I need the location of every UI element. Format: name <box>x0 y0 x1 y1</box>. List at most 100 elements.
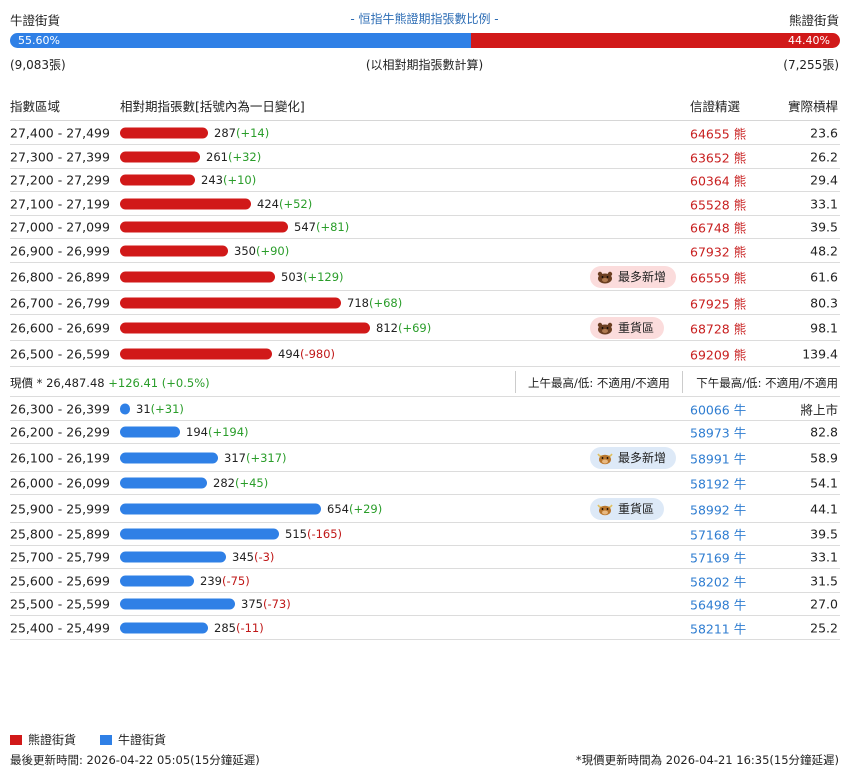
quantity-value: 424(+52) <box>257 196 313 211</box>
bull-outstanding-label: 牛證街貨 <box>10 13 61 28</box>
effective-leverage: 33.1 <box>810 196 838 211</box>
index-range: 27,400 - 27,499 <box>10 125 110 140</box>
daily-change: (+81) <box>315 220 350 234</box>
warrant-code-link[interactable]: 58202 牛 <box>690 574 747 589</box>
daily-change: (-3) <box>253 550 275 564</box>
warrant-code-link[interactable]: 57168 牛 <box>690 527 747 543</box>
header-contracts: 相對期指張數[括號內為一日變化] <box>120 99 305 114</box>
daily-change: (+31) <box>150 401 184 416</box>
quantity-value: 282(+45) <box>213 476 269 490</box>
bull-quantity-bar <box>120 598 235 610</box>
bull-quantity-bar <box>120 528 279 540</box>
header-divider <box>10 120 840 121</box>
bull-table-row: 25,400 - 25,499 285(-11) 58211 牛 25.2 <box>10 616 840 640</box>
warrant-code-link[interactable]: 66559 熊 <box>690 270 747 285</box>
quantity-value: 718(+68) <box>347 295 403 310</box>
warrant-code-link[interactable]: 58211 牛 <box>690 621 747 636</box>
daily-change: (-980) <box>299 346 336 361</box>
bear-icon <box>597 271 613 283</box>
bear-table-row: 26,900 - 26,999 350(+90) 67932 熊 48.2 <box>10 239 840 263</box>
bear-outstanding-label: 熊證街貨 <box>788 13 839 28</box>
daily-change: (+129) <box>302 269 344 284</box>
warrant-code-link[interactable]: 63652 熊 <box>690 150 747 165</box>
daily-change: (-11) <box>235 620 264 635</box>
index-range: 27,200 - 27,299 <box>10 172 110 188</box>
warrant-code-link[interactable]: 60066 牛 <box>690 402 747 417</box>
quantity-value: 194(+194) <box>186 425 249 439</box>
page-title[interactable]: - 恒指牛熊證期指張數比例 - <box>350 12 499 26</box>
bull-legend-label: 牛證街貨 <box>118 733 167 747</box>
warrant-code-link[interactable]: 66748 熊 <box>690 220 747 236</box>
calc-note: (以相對期指張數計算) <box>365 58 484 72</box>
effective-leverage: 139.4 <box>802 346 838 361</box>
effective-leverage: 將上市 <box>800 402 838 417</box>
warrant-code-link[interactable]: 57169 牛 <box>690 550 747 566</box>
bear-table-row: 26,600 - 26,699 812(+69) 重貨區 68728 熊 98.1 <box>10 315 840 341</box>
bear-table-row: 26,700 - 26,799 718(+68) 67925 熊 80.3 <box>10 291 840 315</box>
bull-legend-swatch <box>100 734 113 745</box>
warrant-code-link[interactable]: 68728 熊 <box>690 321 747 336</box>
effective-leverage: 48.2 <box>810 243 838 258</box>
bull-highlight-badge[interactable]: 最多新增 <box>590 446 677 469</box>
divider <box>515 371 516 393</box>
bear-highlight-badge[interactable]: 重貨區 <box>590 316 665 339</box>
quantity-value: 261(+32) <box>206 149 262 164</box>
warrant-code-link[interactable]: 65528 熊 <box>690 197 747 212</box>
warrant-code-link[interactable]: 58991 牛 <box>690 451 747 466</box>
bull-icon <box>597 453 613 464</box>
divider <box>682 371 683 393</box>
bull-table-row: 26,000 - 26,099 282(+45) 58192 牛 54.1 <box>10 472 840 495</box>
daily-change: (+32) <box>227 149 262 164</box>
effective-leverage: 80.3 <box>810 295 838 310</box>
bear-ratio-segment: 44.40% <box>471 33 840 48</box>
index-range: 26,000 - 26,099 <box>10 475 110 491</box>
warrant-code-link[interactable]: 69209 熊 <box>690 347 747 362</box>
warrant-code-link[interactable]: 58973 牛 <box>690 425 747 441</box>
quantity-value: 503(+129) <box>281 269 344 284</box>
warrant-code-link[interactable]: 56498 牛 <box>690 597 747 613</box>
warrant-code-link[interactable]: 67932 熊 <box>690 244 747 259</box>
index-range: 26,700 - 26,799 <box>10 295 110 310</box>
header-pick: 信證精選 <box>690 99 741 114</box>
warrant-code-link[interactable]: 64655 熊 <box>690 126 747 141</box>
warrant-code-link[interactable]: 58992 牛 <box>690 502 747 517</box>
effective-leverage: 58.9 <box>810 450 838 465</box>
effective-leverage: 61.6 <box>810 269 838 284</box>
quantity-value: 243(+10) <box>201 173 257 187</box>
quantity-value: 812(+69) <box>376 320 432 335</box>
effective-leverage: 39.5 <box>810 526 838 542</box>
quantity-value: 239(-75) <box>200 573 250 588</box>
header-range: 指數區域 <box>10 99 61 114</box>
bull-table-row: 25,500 - 25,599 375(-73) 56498 牛 27.0 <box>10 593 840 616</box>
bear-quantity-bar <box>120 198 251 209</box>
bull-table-row: 25,800 - 25,899 515(-165) 57168 牛 39.5 <box>10 523 840 546</box>
index-range: 25,700 - 25,799 <box>10 549 110 565</box>
bull-highlight-badge[interactable]: 重貨區 <box>590 497 665 520</box>
quantity-value: 31(+31) <box>136 401 184 416</box>
bull-quantity-bar <box>120 622 208 633</box>
quantity-value: 285(-11) <box>214 620 264 635</box>
bear-highlight-badge[interactable]: 最多新增 <box>590 265 677 288</box>
bear-count: (7,255張) <box>783 58 839 72</box>
daily-change: (+29) <box>348 501 383 516</box>
daily-change: (+90) <box>255 243 290 258</box>
bear-table-row: 27,300 - 27,399 261(+32) 63652 熊 26.2 <box>10 145 840 169</box>
index-range: 26,300 - 26,399 <box>10 401 110 416</box>
bull-table-row: 25,600 - 25,699 239(-75) 58202 牛 31.5 <box>10 569 840 593</box>
bear-quantity-bar <box>120 151 200 162</box>
bear-table-row: 27,400 - 27,499 287(+14) 64655 熊 23.6 <box>10 121 840 145</box>
warrant-code-link[interactable]: 67925 熊 <box>690 296 747 311</box>
bear-table-row: 27,000 - 27,099 547(+81) 66748 熊 39.5 <box>10 216 840 239</box>
warrant-code-link[interactable]: 58192 牛 <box>690 476 747 492</box>
warrant-code-link[interactable]: 60364 熊 <box>690 173 747 189</box>
bear-quantity-bar <box>120 245 228 256</box>
bear-rows: 27,400 - 27,499 287(+14) 64655 熊 23.6 27,300… <box>10 121 840 367</box>
bull-icon <box>597 504 613 515</box>
quantity-value: 317(+317) <box>224 450 287 465</box>
effective-leverage: 39.5 <box>810 219 838 235</box>
bull-table-row: 26,200 - 26,299 194(+194) 58973 牛 82.8 <box>10 421 840 444</box>
bear-quantity-bar <box>120 348 272 359</box>
quantity-value: 350(+90) <box>234 243 290 258</box>
index-range: 25,500 - 25,599 <box>10 596 110 612</box>
index-range: 27,300 - 27,399 <box>10 149 110 164</box>
